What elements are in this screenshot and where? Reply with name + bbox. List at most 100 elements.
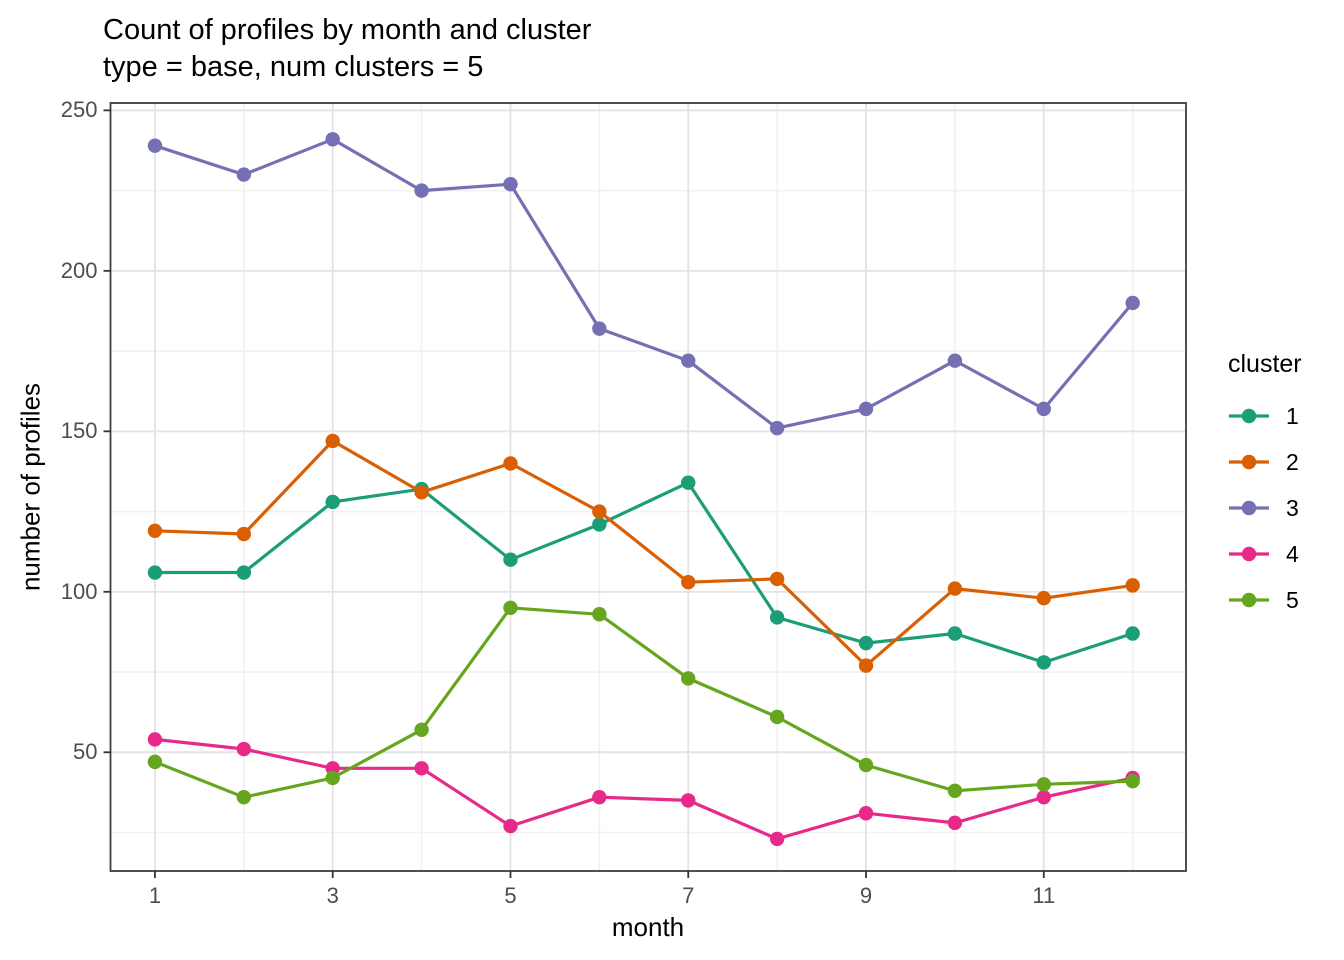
major-gridlines-group (110, 103, 1186, 871)
data-point (147, 732, 163, 747)
data-point (769, 709, 785, 725)
chart-title: Count of profiles by month and cluster (103, 14, 592, 46)
legend-entry-1: 1 (1228, 393, 1302, 439)
series-line (154, 439, 1133, 668)
data-point (147, 754, 163, 770)
data-point (503, 818, 518, 834)
x-tick-label: 3 (326, 883, 339, 908)
legend-key-icon (1229, 592, 1269, 608)
data-point (414, 761, 429, 776)
data-point (1125, 773, 1140, 789)
data-point (592, 321, 607, 336)
y-tick-label: 150 (60, 418, 98, 444)
data-point (947, 581, 963, 596)
data-point (325, 132, 340, 147)
data-point (325, 494, 340, 510)
data-point (147, 565, 163, 580)
series-line (154, 481, 1134, 665)
y-tick-label: 250 (60, 97, 98, 123)
data-point (858, 806, 874, 821)
legend-entry-label: 1 (1286, 402, 1299, 429)
data-point (236, 167, 252, 182)
data-point (1036, 777, 1051, 792)
data-point (414, 485, 429, 500)
data-point (147, 523, 163, 539)
data-point (592, 789, 607, 805)
data-point (414, 722, 429, 737)
data-point (503, 456, 518, 471)
data-point (858, 401, 874, 417)
legend-key-icon (1229, 408, 1269, 424)
data-point (858, 757, 874, 773)
legend-entry-2: 2 (1228, 439, 1302, 485)
data-point (592, 504, 607, 519)
legend-key-point (1241, 408, 1257, 424)
series-cluster-2 (147, 433, 1140, 673)
y-tick-label: 100 (60, 578, 98, 604)
legend-key-point (1241, 500, 1257, 516)
x-tick-label: 5 (504, 883, 517, 908)
series-cluster-3 (147, 132, 1140, 436)
data-point (236, 565, 252, 580)
data-point (947, 815, 963, 831)
x-tick-label: 11 (1032, 883, 1056, 908)
legend-entry-3: 3 (1228, 485, 1302, 531)
data-point (769, 571, 785, 587)
y-axis-title: number of profiles (15, 382, 46, 592)
x-tick-label: 9 (859, 883, 873, 908)
legend-key-icon (1229, 546, 1269, 562)
x-tick-label: 7 (682, 883, 695, 908)
data-point (858, 635, 874, 651)
data-point (325, 433, 340, 449)
axis-ticks-group (103, 109, 1045, 878)
legend-items: 1 2 3 4 5 (1228, 393, 1302, 623)
data-point (769, 420, 785, 436)
data-point (681, 793, 696, 808)
legend-entry-label: 3 (1286, 494, 1299, 521)
series-line (154, 606, 1133, 799)
legend-entry-label: 2 (1286, 448, 1299, 475)
data-point (414, 183, 429, 198)
data-point (1125, 295, 1140, 311)
x-axis-title: month (611, 912, 685, 942)
data-point (681, 475, 696, 490)
x-tick-label: 1 (148, 883, 162, 908)
legend-key-icon (1229, 500, 1269, 516)
series-cluster-1 (147, 475, 1140, 670)
data-point (325, 770, 340, 786)
series-cluster-4 (147, 732, 1140, 847)
data-point (681, 574, 696, 590)
data-point (503, 552, 518, 567)
data-point (947, 783, 963, 798)
data-point (1036, 591, 1051, 606)
data-point (147, 138, 163, 153)
legend-entry-label: 4 (1286, 540, 1299, 567)
data-point (947, 353, 963, 368)
series-line (154, 137, 1134, 430)
data-point (592, 517, 607, 532)
series-line (154, 737, 1134, 841)
chart-subtitle: type = base, num clusters = 5 (103, 51, 484, 83)
data-point (503, 600, 518, 616)
legend-key-point (1241, 454, 1257, 470)
y-tick-label: 50 (73, 739, 98, 765)
y-tick-label: 200 (60, 257, 98, 283)
data-point (236, 789, 252, 805)
data-point (503, 176, 518, 192)
legend-key-point (1241, 546, 1257, 562)
title-block: Count of profiles by month and cluster t… (103, 12, 591, 85)
legend-key-point (1241, 592, 1257, 608)
data-point (592, 607, 607, 622)
legend: cluster 1 2 3 4 5 (1228, 350, 1302, 623)
data-point (1036, 789, 1051, 805)
data-point (769, 831, 785, 847)
legend-title: cluster (1228, 350, 1302, 378)
panel-border (109, 102, 1187, 872)
data-point (236, 741, 252, 757)
legend-entry-4: 4 (1228, 531, 1302, 577)
data-point (1036, 655, 1051, 670)
data-point (1125, 626, 1140, 641)
data-point (858, 658, 874, 673)
